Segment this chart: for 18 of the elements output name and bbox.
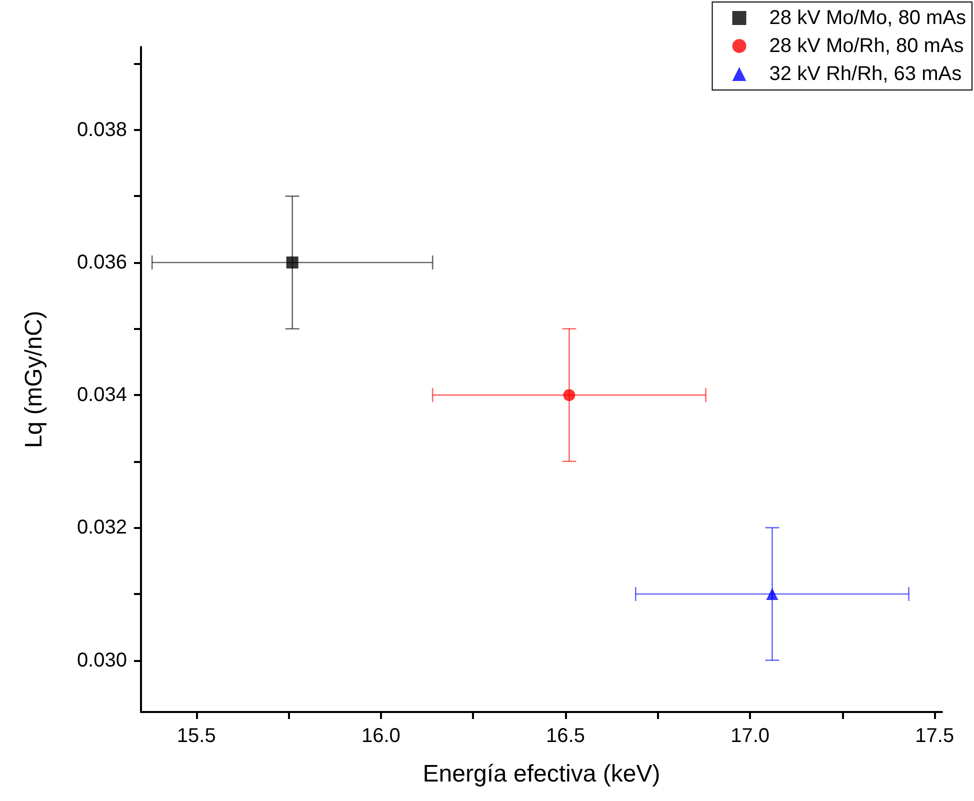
y-tick-label: 0.030 — [76, 649, 127, 672]
point — [766, 588, 778, 600]
legend-label: 28 kV Mo/Mo, 80 mAs — [769, 7, 966, 29]
y-tick-label: 0.034 — [76, 384, 127, 406]
x-tick-label: 17.5 — [915, 725, 954, 747]
y-axis-title: Lq (mGy/nC) — [20, 310, 48, 448]
y-tick-label: 0.038 — [76, 118, 127, 141]
legend-label: 32 kV Rh/Rh, 63 mAs — [769, 63, 962, 85]
y-tick-label: 0.032 — [76, 516, 127, 539]
x-tick-label: 16.0 — [361, 725, 400, 747]
x-tick-label: 17.0 — [730, 725, 770, 747]
y-tick-label: 0.036 — [76, 251, 127, 274]
point — [563, 389, 576, 402]
x-axis-title: Energía efectiva (keV) — [422, 760, 660, 788]
point — [286, 256, 298, 268]
x-tick-label: 15.5 — [176, 725, 216, 747]
legend-label: 28 kV Mo/Rh, 80 mAs — [769, 35, 964, 57]
x-tick-label: 16.5 — [546, 725, 585, 747]
